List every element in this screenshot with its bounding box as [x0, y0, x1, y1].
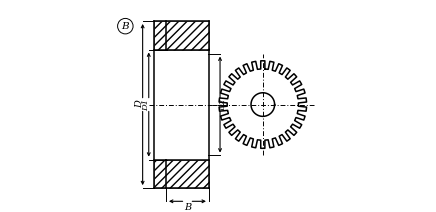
Text: D2: D2 [219, 99, 227, 111]
Text: B: B [122, 22, 129, 31]
Text: D: D [135, 101, 144, 109]
Text: D1: D1 [142, 99, 150, 111]
Bar [154, 21, 209, 50]
Bar [154, 160, 209, 188]
Text: B: B [184, 203, 191, 212]
